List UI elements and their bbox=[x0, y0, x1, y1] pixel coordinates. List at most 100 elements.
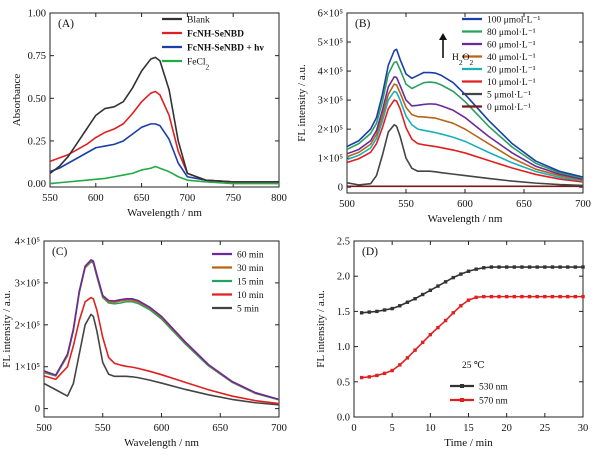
data-point bbox=[512, 294, 516, 299]
x-tick-label: 550 bbox=[42, 193, 58, 204]
y-tick-label: 5×10⁵ bbox=[318, 38, 344, 49]
x-tick-label: 15 bbox=[463, 423, 474, 434]
legend-label: 5 μmol·L⁻¹ bbox=[487, 90, 531, 100]
data-point bbox=[527, 294, 532, 299]
data-point bbox=[566, 294, 570, 299]
y-axis-title: FL intensity / a.u. bbox=[315, 290, 327, 368]
data-point bbox=[474, 295, 478, 300]
y-tick-label: 0.5 bbox=[337, 377, 350, 388]
y-tick-label: 1.0 bbox=[337, 342, 350, 353]
legend-label: 100 μmol·L⁻¹ bbox=[487, 15, 540, 25]
data-point bbox=[504, 294, 509, 299]
data-point bbox=[421, 340, 425, 345]
x-tick-label: 650 bbox=[212, 423, 228, 434]
panel-d: 0 5 10 15 20 25 30 0.0 0.5 1.0 1.5 2.0 2.5 Time / min… bbox=[315, 237, 588, 450]
data-point bbox=[543, 265, 547, 269]
legend-label: 30 min bbox=[237, 264, 264, 274]
data-point bbox=[520, 294, 524, 299]
y-tick-label: 0.75 bbox=[28, 51, 46, 62]
data-point bbox=[443, 318, 448, 323]
y-tick-label: 1.5 bbox=[337, 307, 350, 318]
data-point bbox=[543, 294, 547, 299]
data-point bbox=[573, 265, 578, 269]
x-tick-label: 700 bbox=[271, 423, 287, 434]
x-axis-title: Wavelength / nm bbox=[428, 213, 503, 225]
legend-label: 10 min bbox=[237, 291, 264, 301]
data-point bbox=[398, 363, 402, 367]
series-line bbox=[50, 123, 279, 183]
x-tick-label: 650 bbox=[516, 199, 532, 210]
panel-label: (B) bbox=[355, 18, 371, 30]
data-point bbox=[573, 294, 578, 299]
panel-b: 500 550 600 650 700 0 1×10⁵ 2×10⁵ 3×10⁵ 4×10⁵ 5×10… bbox=[296, 9, 591, 226]
x-tick-label: 20 bbox=[501, 423, 512, 434]
x-tick-label: 550 bbox=[95, 423, 111, 434]
data-point bbox=[474, 267, 478, 271]
y-tick-label: 2×10⁵ bbox=[15, 320, 41, 331]
data-point bbox=[550, 294, 555, 299]
x-tick-label: 500 bbox=[339, 199, 355, 210]
x-tick-label: 600 bbox=[88, 193, 104, 204]
legend-label: 60 μmol·L⁻¹ bbox=[487, 40, 536, 50]
data-point bbox=[520, 265, 524, 269]
series-line bbox=[347, 48, 583, 178]
y-tick-label: 2×10⁵ bbox=[318, 125, 344, 136]
data-point bbox=[535, 294, 539, 299]
series-line bbox=[44, 313, 279, 406]
data-point bbox=[558, 265, 562, 269]
data-point bbox=[489, 294, 494, 299]
legend-label: FcNH-SeNBD bbox=[187, 29, 244, 39]
x-tick-label: 650 bbox=[134, 193, 150, 204]
data-point bbox=[405, 356, 410, 360]
x-tick-label: 600 bbox=[457, 199, 473, 210]
data-point bbox=[428, 332, 433, 337]
legend-label: 10 μmol·L⁻¹ bbox=[487, 78, 536, 88]
data-point bbox=[398, 304, 402, 308]
x-axis-title: Time / min bbox=[444, 437, 493, 449]
data-point bbox=[466, 298, 471, 302]
legend-label: 0 μmol·L⁻¹ bbox=[487, 103, 531, 113]
y-tick-label: 0 bbox=[338, 183, 343, 194]
data-point bbox=[436, 325, 440, 330]
panel-label: (D) bbox=[362, 246, 378, 258]
data-point bbox=[497, 265, 501, 269]
data-point bbox=[566, 265, 570, 269]
legend-label: 570 nm bbox=[479, 396, 508, 406]
data-point bbox=[489, 265, 494, 269]
data-point bbox=[382, 371, 387, 376]
data-point bbox=[436, 284, 440, 288]
data-point bbox=[359, 375, 364, 380]
x-tick-label: 600 bbox=[154, 423, 170, 434]
x-tick-label: 5 bbox=[390, 423, 395, 434]
annotation-text: H2O2 bbox=[452, 53, 474, 67]
data-point bbox=[527, 265, 532, 269]
y-axis-title: FL intensity / a.u. bbox=[1, 290, 13, 368]
y-tick-label: 1.00 bbox=[28, 9, 46, 20]
y-tick-label: 0.50 bbox=[28, 94, 46, 105]
data-point bbox=[375, 309, 379, 314]
data-point bbox=[504, 265, 509, 269]
data-point bbox=[482, 266, 486, 270]
series-line bbox=[50, 165, 279, 185]
series-line bbox=[347, 76, 583, 180]
y-tick-label: 0.25 bbox=[28, 136, 46, 147]
panel-label: (C) bbox=[52, 246, 68, 258]
x-tick-label: 30 bbox=[578, 423, 589, 434]
data-point bbox=[466, 269, 471, 273]
y-tick-label: 0.0 bbox=[337, 413, 350, 424]
y-tick-label: 6×10⁵ bbox=[318, 9, 344, 20]
y-axis-title: Absorbance bbox=[11, 74, 23, 127]
data-point bbox=[390, 368, 394, 373]
x-tick-label: 800 bbox=[271, 193, 287, 204]
x-axis-title: Wavelength / nm bbox=[127, 207, 202, 219]
x-tick-label: 25 bbox=[540, 423, 551, 434]
legend-label: 5 min bbox=[237, 304, 259, 314]
series-line bbox=[44, 259, 279, 401]
data-point bbox=[413, 348, 417, 352]
series-line bbox=[347, 90, 583, 182]
legend-label: 80 μmol·L⁻¹ bbox=[487, 28, 536, 38]
y-tick-label: 4×10⁵ bbox=[15, 237, 41, 248]
series-line bbox=[361, 266, 583, 314]
y-tick-label: 2.0 bbox=[337, 272, 350, 283]
